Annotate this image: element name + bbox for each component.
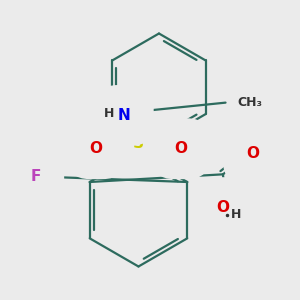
- Text: O: O: [246, 146, 259, 161]
- Text: O: O: [90, 141, 103, 156]
- Text: H: H: [231, 208, 241, 220]
- Text: CH₃: CH₃: [237, 96, 262, 109]
- Text: H: H: [104, 107, 114, 120]
- Text: O: O: [217, 200, 230, 215]
- Text: S: S: [133, 136, 144, 151]
- Text: N: N: [118, 108, 131, 123]
- Text: F: F: [31, 169, 41, 184]
- Text: O: O: [174, 141, 187, 156]
